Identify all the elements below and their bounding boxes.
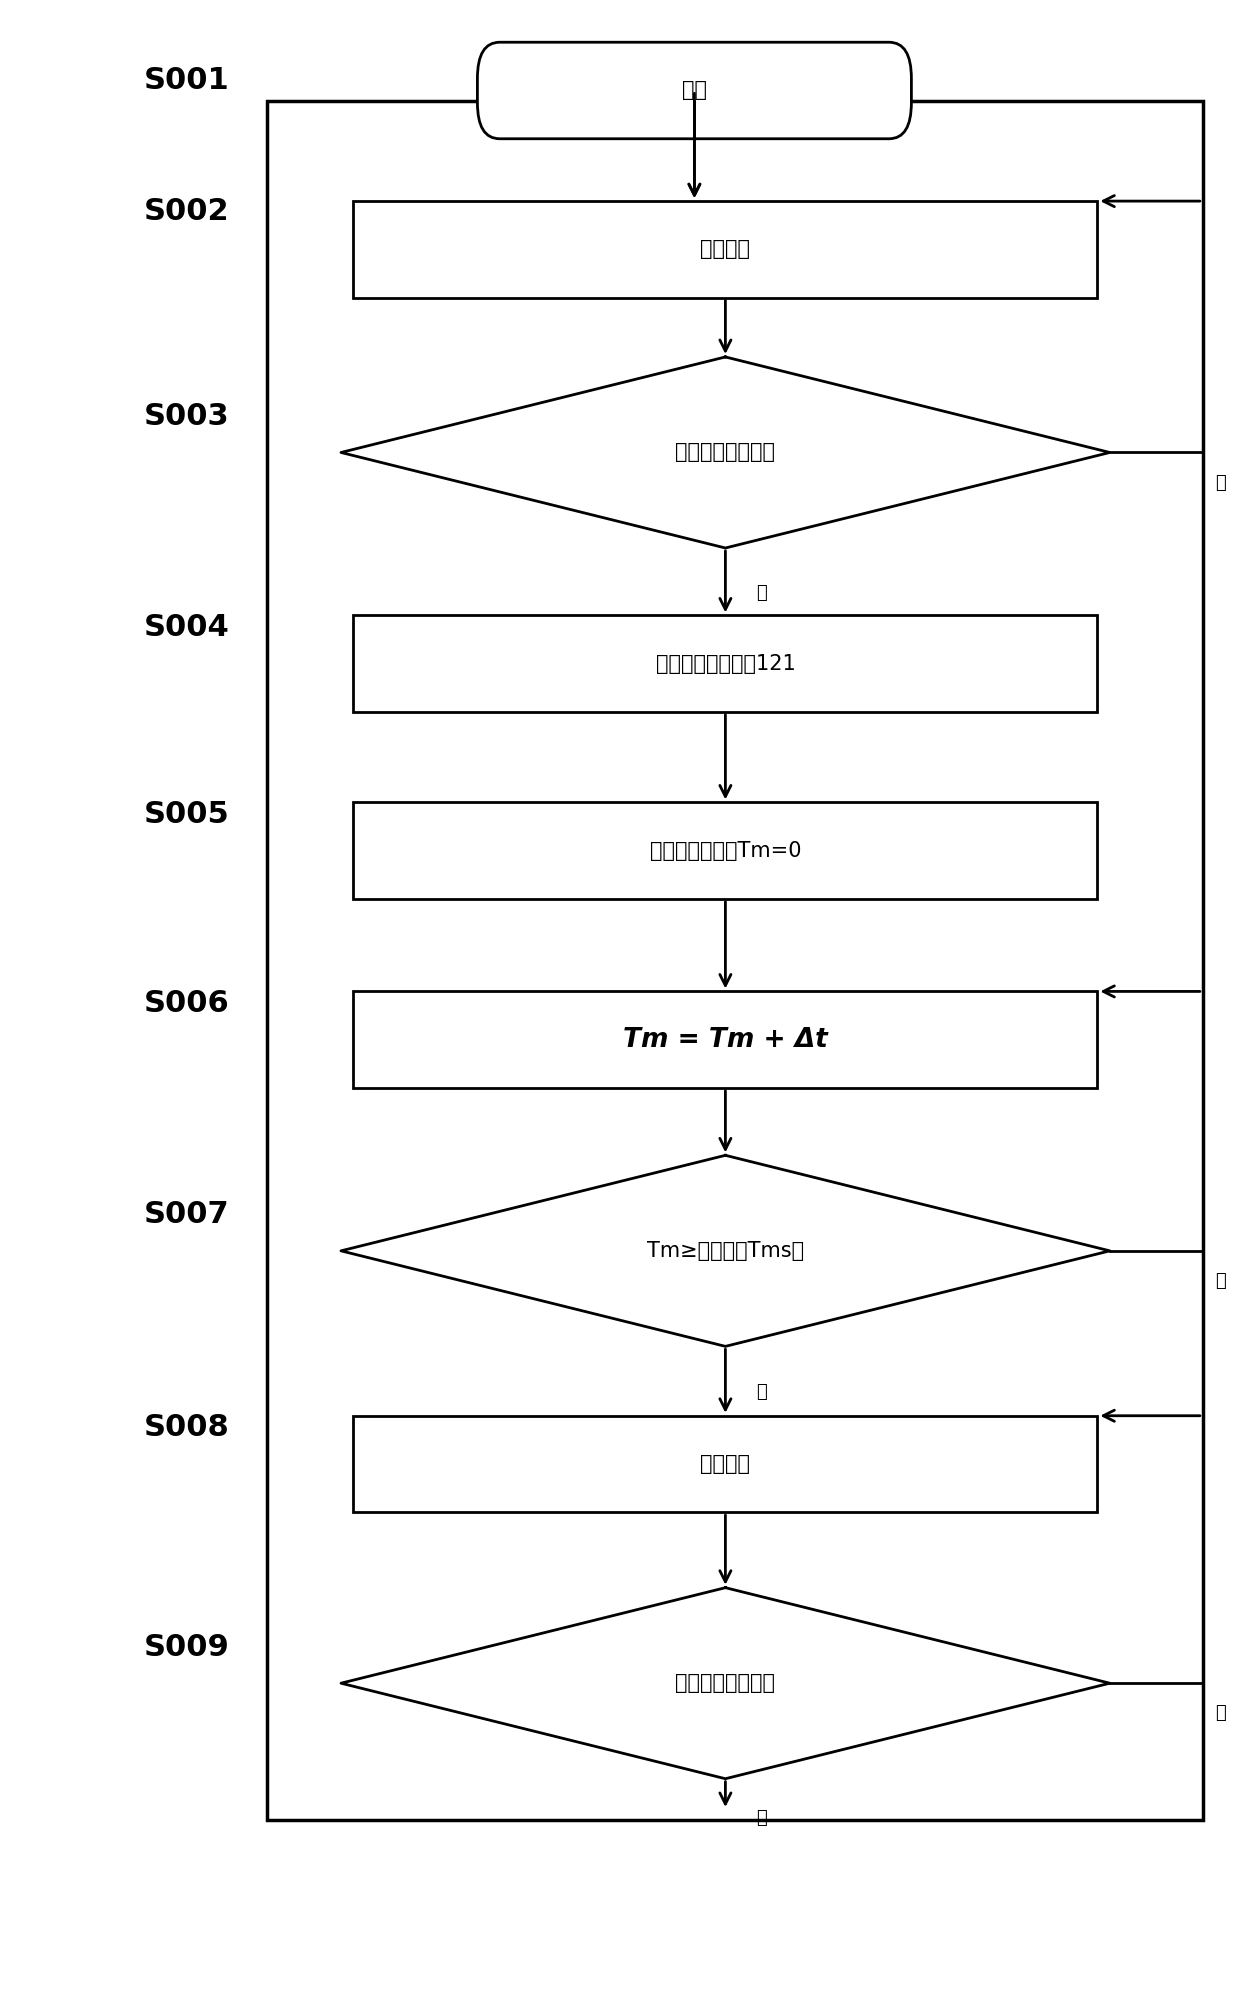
Bar (353, 1416, 1097, 1512)
Bar (353, 802, 1097, 899)
Text: S003: S003 (144, 402, 229, 430)
Text: 启动: 启动 (682, 80, 707, 101)
Text: S005: S005 (144, 800, 229, 829)
Text: 是: 是 (756, 1384, 768, 1400)
Text: 除霜运转: 除霜运转 (701, 1454, 750, 1474)
Bar (353, 201, 1097, 298)
Text: 否: 否 (1215, 1273, 1226, 1289)
Text: 通常运转: 通常运转 (701, 239, 750, 259)
Bar (267, 101, 1203, 1820)
Text: 停止高温侧压缩机121: 停止高温侧压缩机121 (656, 654, 795, 674)
Text: S009: S009 (144, 1633, 229, 1661)
Polygon shape (341, 1589, 1110, 1780)
Text: 是: 是 (756, 1810, 768, 1826)
Text: S002: S002 (144, 197, 229, 225)
Text: 否: 否 (1215, 475, 1226, 491)
Text: S006: S006 (144, 989, 229, 1018)
Bar (353, 991, 1097, 1088)
Polygon shape (341, 358, 1110, 549)
Text: 转移到除霜运转？: 转移到除霜运转？ (676, 442, 775, 463)
Text: Tm = Tm + Δt: Tm = Tm + Δt (622, 1028, 828, 1052)
Bar (353, 615, 1097, 712)
Text: Tm≥规定时间Tms？: Tm≥规定时间Tms？ (647, 1241, 804, 1261)
Text: 转移到通常运转？: 转移到通常运转？ (676, 1673, 775, 1693)
Text: S001: S001 (144, 66, 229, 95)
Text: 计时器（时间）Tm=0: 计时器（时间）Tm=0 (650, 841, 801, 861)
FancyBboxPatch shape (477, 42, 911, 139)
Text: 是: 是 (756, 585, 768, 601)
Text: 否: 否 (1215, 1705, 1226, 1721)
Text: S004: S004 (144, 613, 229, 642)
Text: S008: S008 (144, 1414, 229, 1442)
Polygon shape (341, 1154, 1110, 1347)
Text: S007: S007 (144, 1201, 229, 1229)
